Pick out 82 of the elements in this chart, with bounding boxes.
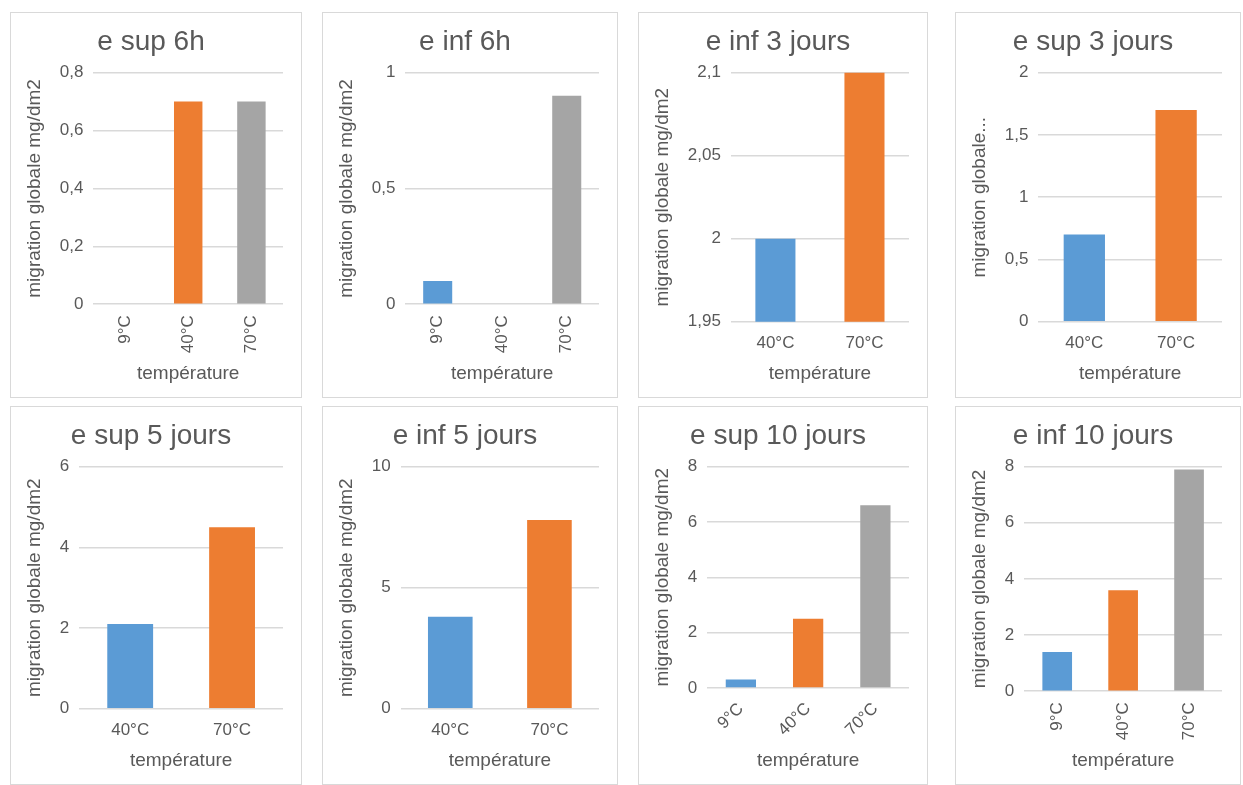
y-tick-label: 0 bbox=[59, 698, 70, 718]
x-axis-title: température bbox=[450, 361, 554, 383]
y-axis-title: migration globale mg/dm2 bbox=[22, 478, 44, 698]
x-tick-label: 9°C bbox=[713, 698, 748, 733]
x-axis-title: température bbox=[129, 748, 233, 770]
y-tick-label: 8 bbox=[687, 456, 698, 476]
bar bbox=[725, 679, 757, 688]
y-tick-label: 0 bbox=[381, 698, 391, 718]
y-tick-label: 0 bbox=[1018, 311, 1029, 331]
x-tick-label: 70°C bbox=[213, 719, 252, 739]
y-tick-label: 2 bbox=[1018, 62, 1029, 82]
y-tick-label: 0 bbox=[687, 677, 698, 697]
y-tick-label: 0 bbox=[73, 293, 84, 313]
x-tick-label: 40°C bbox=[756, 332, 795, 352]
x-tick-label: 9°C bbox=[114, 315, 134, 344]
y-tick-label: 0,5 bbox=[371, 178, 396, 198]
x-tick-label: 70°C bbox=[530, 719, 569, 739]
y-axis-title: migration globale... bbox=[967, 116, 989, 278]
x-axis-title: température bbox=[768, 361, 872, 383]
y-tick-label: 2,05 bbox=[687, 145, 721, 165]
y-tick-label: 5 bbox=[381, 577, 391, 597]
y-tick-label: 6 bbox=[1004, 512, 1015, 532]
x-axis-title: température bbox=[1078, 361, 1182, 383]
bar bbox=[860, 505, 891, 688]
y-axis-title: migration globale mg/dm2 bbox=[22, 79, 44, 298]
y-tick-label: 0 bbox=[1004, 680, 1015, 700]
y-tick-label: 1 bbox=[385, 62, 396, 82]
y-tick-label: 1 bbox=[1018, 186, 1029, 206]
x-tick-label: 40°C bbox=[111, 719, 150, 739]
bar bbox=[1108, 590, 1138, 691]
y-tick-label: 2 bbox=[687, 622, 698, 642]
chart-title: e inf 10 jours bbox=[1012, 418, 1174, 450]
y-tick-label: 6 bbox=[687, 511, 698, 531]
x-tick-label: 70°C bbox=[1157, 332, 1196, 352]
x-axis-title: température bbox=[136, 361, 240, 383]
y-tick-label: 10 bbox=[371, 456, 391, 476]
chart-title: e sup 3 jours bbox=[1012, 24, 1174, 56]
y-tick-label: 0,4 bbox=[59, 178, 84, 198]
y-tick-label: 0 bbox=[385, 293, 396, 313]
y-tick-label: 0,6 bbox=[59, 120, 84, 140]
chart-title: e inf 6h bbox=[419, 24, 511, 56]
y-tick-label: 2 bbox=[711, 228, 721, 248]
x-tick-label: 40°C bbox=[1112, 702, 1132, 741]
x-tick-label: 40°C bbox=[177, 315, 197, 354]
y-tick-label: 1,95 bbox=[687, 311, 721, 331]
y-tick-label: 2,1 bbox=[697, 62, 721, 82]
y-tick-label: 4 bbox=[687, 566, 698, 586]
x-tick-label: 40°C bbox=[431, 719, 470, 739]
x-tick-label: 40°C bbox=[491, 315, 511, 354]
y-tick-label: 6 bbox=[59, 456, 70, 476]
y-tick-label: 0,5 bbox=[1004, 249, 1029, 269]
x-tick-label: 70°C bbox=[556, 315, 576, 354]
chart-title: e sup 10 jours bbox=[690, 418, 866, 450]
x-axis-title: température bbox=[1071, 748, 1175, 770]
bar bbox=[1174, 469, 1204, 691]
x-tick-label: 9°C bbox=[1046, 702, 1066, 731]
x-tick-label: 9°C bbox=[427, 315, 447, 344]
y-axis-title: migration globale mg/dm2 bbox=[334, 478, 356, 698]
y-tick-label: 2 bbox=[1004, 624, 1015, 644]
y-tick-label: 2 bbox=[59, 617, 70, 637]
y-tick-label: 4 bbox=[59, 537, 70, 557]
y-axis-title: migration globale mg/dm2 bbox=[650, 87, 672, 307]
y-tick-label: 0,8 bbox=[59, 62, 84, 82]
y-axis-title: migration globale mg/dm2 bbox=[650, 467, 672, 687]
y-tick-label: 0,2 bbox=[59, 236, 84, 255]
x-tick-label: 70°C bbox=[845, 332, 884, 352]
x-tick-label: 40°C bbox=[1065, 332, 1104, 352]
x-tick-label: 70°C bbox=[1178, 702, 1198, 741]
bar bbox=[793, 618, 824, 688]
x-axis-title: température bbox=[756, 748, 860, 770]
y-tick-label: 8 bbox=[1004, 456, 1015, 476]
chart-title: e sup 5 jours bbox=[70, 418, 232, 450]
x-tick-label: 70°C bbox=[241, 315, 261, 354]
chart-title: e inf 3 jours bbox=[705, 24, 851, 56]
y-axis-title: migration globale mg/dm2 bbox=[334, 79, 356, 298]
x-axis-title: température bbox=[448, 748, 552, 770]
y-tick-label: 1,5 bbox=[1004, 124, 1029, 144]
chart-title: e sup 6h bbox=[97, 24, 205, 56]
chart-title: e inf 5 jours bbox=[392, 418, 538, 450]
y-axis-title: migration globale mg/dm2 bbox=[967, 469, 989, 689]
bar bbox=[1042, 651, 1073, 691]
y-tick-label: 4 bbox=[1004, 568, 1015, 588]
